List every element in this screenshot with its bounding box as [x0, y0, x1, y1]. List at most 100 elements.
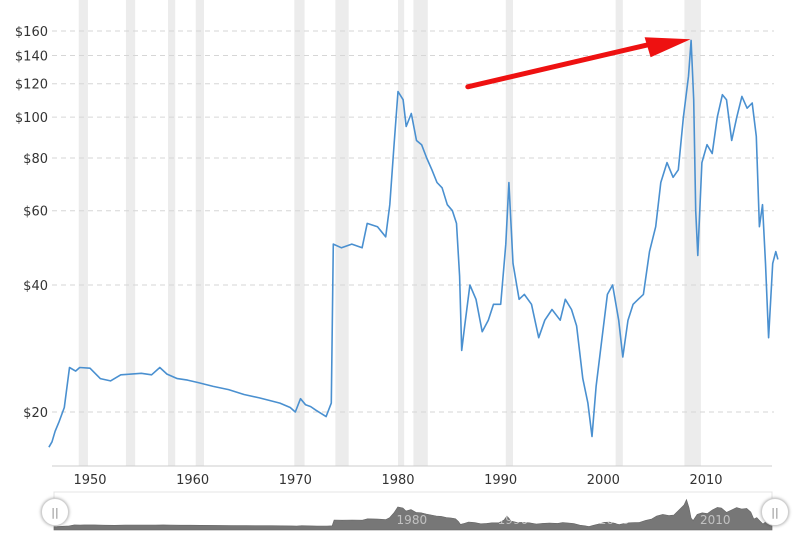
- data-point: [402, 99, 404, 101]
- navigator-handle-left[interactable]: ||: [41, 498, 69, 526]
- data-point: [677, 169, 679, 171]
- x-axis: 1950 1960 1970 1980 1990 2000 2010: [73, 473, 722, 488]
- data-point: [295, 411, 297, 413]
- data-point: [411, 113, 413, 115]
- series-line: [48, 39, 779, 448]
- data-point: [741, 96, 743, 98]
- data-point: [212, 386, 214, 388]
- data-point: [500, 304, 502, 306]
- data-point: [695, 210, 697, 212]
- recession-band: [125, 0, 136, 466]
- data-point: [310, 406, 312, 408]
- data-point: [559, 319, 561, 321]
- data-point: [672, 177, 674, 179]
- data-point: [446, 204, 448, 206]
- grip-icon: ||: [51, 505, 59, 519]
- data-point: [688, 75, 690, 77]
- data-point: [726, 99, 728, 101]
- x-tick-label: 1990: [484, 473, 517, 488]
- data-point: [746, 107, 748, 109]
- data-point: [315, 409, 317, 411]
- data-point: [99, 378, 101, 380]
- y-tick-label: $160: [15, 25, 48, 40]
- data-point: [79, 367, 81, 369]
- data-point: [431, 169, 433, 171]
- recession-band: [294, 0, 305, 466]
- data-point: [54, 431, 56, 433]
- data-point: [508, 182, 510, 184]
- data-point: [666, 162, 668, 164]
- recession-band: [78, 0, 88, 466]
- recession-band: [413, 0, 428, 466]
- data-point: [58, 421, 60, 423]
- data-point: [493, 304, 495, 306]
- data-point: [48, 446, 50, 448]
- gridlines: [52, 30, 774, 413]
- data-point: [441, 187, 443, 189]
- data-point: [421, 144, 423, 146]
- data-point: [627, 319, 629, 321]
- data-point: [389, 204, 391, 206]
- data-point: [405, 126, 407, 128]
- data-point: [649, 251, 651, 253]
- x-tick-label: 2000: [587, 473, 620, 488]
- data-point: [385, 236, 387, 238]
- data-point: [197, 382, 199, 384]
- y-tick-label: $100: [15, 111, 48, 126]
- data-point: [701, 162, 703, 164]
- data-point: [341, 247, 343, 249]
- data-point: [416, 140, 418, 142]
- recession-band: [505, 0, 513, 466]
- data-point: [512, 263, 514, 265]
- data-point: [505, 243, 507, 245]
- data-point: [716, 116, 718, 118]
- data-point: [351, 243, 353, 245]
- data-point: [75, 370, 77, 372]
- data-point: [693, 99, 695, 101]
- data-point: [518, 298, 520, 300]
- data-point: [176, 378, 178, 380]
- data-point: [775, 251, 777, 253]
- data-point: [690, 40, 692, 42]
- data-point: [325, 416, 327, 418]
- data-point: [481, 331, 483, 333]
- data-point: [459, 275, 461, 277]
- recession-band: [335, 0, 349, 466]
- data-point: [762, 204, 764, 206]
- data-point: [538, 337, 540, 339]
- annotation-arrow: [465, 41, 654, 90]
- data-point: [89, 367, 91, 369]
- annotation-arrowhead: [644, 37, 691, 58]
- data-point: [751, 102, 753, 104]
- data-point: [576, 325, 578, 327]
- data-point: [706, 144, 708, 146]
- data-point: [51, 441, 53, 443]
- data-point: [591, 436, 593, 438]
- data-point: [397, 91, 399, 93]
- navigator-handle-right[interactable]: ||: [761, 498, 789, 526]
- data-point: [531, 304, 533, 306]
- data-point: [300, 398, 302, 400]
- data-point: [330, 402, 332, 404]
- data-point: [772, 263, 774, 265]
- data-point: [393, 146, 395, 148]
- data-point: [166, 373, 168, 375]
- data-point: [456, 223, 458, 225]
- series-layer: [48, 39, 779, 448]
- y-tick-label: $140: [15, 49, 48, 64]
- data-point: [361, 247, 363, 249]
- data-point: [643, 294, 645, 296]
- data-point: [756, 136, 758, 138]
- data-point: [544, 319, 546, 321]
- data-point: [488, 319, 490, 321]
- data-point: [551, 309, 553, 311]
- data-point: [187, 379, 189, 381]
- data-point: [130, 373, 132, 375]
- data-point: [452, 210, 454, 212]
- data-point: [461, 350, 463, 352]
- data-point: [637, 298, 639, 300]
- data-point: [618, 319, 620, 321]
- data-point: [426, 157, 428, 159]
